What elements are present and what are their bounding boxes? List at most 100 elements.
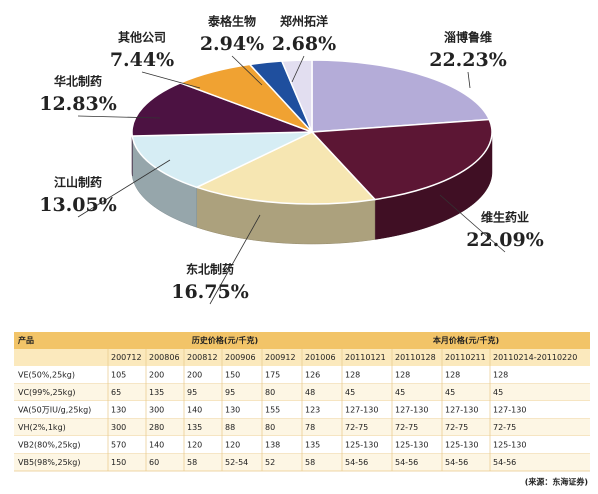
table-cell: 45	[395, 388, 405, 397]
table-cell: 127-130	[345, 405, 378, 414]
table: 产品 历史价格(元/千克) 本月价格(元/千克) 200712 200806 200812…	[14, 332, 590, 487]
table-cell: 54-56	[345, 458, 368, 467]
header-cell: 产品	[18, 335, 34, 345]
table-cell: 138	[265, 440, 280, 449]
date-cell: 20110128	[395, 353, 436, 362]
table-cell: 127-130	[395, 405, 428, 414]
table-cell: 300	[149, 405, 164, 414]
header-bg	[14, 332, 590, 349]
slice	[131, 82, 313, 137]
table-cell: 45	[345, 388, 355, 397]
slice-value-label: 16.75%	[171, 281, 249, 303]
source: (来源：东海证券)	[525, 477, 588, 487]
slice-name: 其他公司	[118, 30, 166, 45]
date-cell: 200712	[111, 353, 142, 362]
table-cell: 135	[187, 423, 202, 432]
header-cell: 历史价格(元/千克)	[192, 335, 258, 345]
table-cell: 150	[225, 370, 240, 379]
table-cell: 570	[111, 440, 126, 449]
table-cell: 150	[111, 458, 126, 467]
table-cell: 45	[493, 388, 503, 397]
slice-name: 华北制药	[54, 74, 102, 89]
leader-line	[77, 159, 171, 218]
table-cell: 95	[225, 388, 235, 397]
leader-line	[77, 115, 161, 119]
table-cell: 58	[305, 458, 315, 467]
slice-name: 淄博鲁维	[444, 30, 492, 45]
slice-value-label: 2.94%	[200, 33, 264, 55]
slice-value-label: 12.83%	[39, 93, 117, 115]
table-cell: 54-56	[445, 458, 468, 467]
table-cell: 45	[445, 388, 455, 397]
date-cell: 20110214-20110220	[493, 353, 577, 362]
table-cell: 125-130	[445, 440, 478, 449]
table-cell: 130	[225, 405, 240, 414]
table-cell: VE(50%,25kg)	[18, 370, 75, 379]
table-cell: 54-56	[493, 458, 516, 467]
slice-name: 东北制药	[186, 262, 234, 277]
table-cell: 65	[111, 388, 121, 397]
date-cell: 20110211	[445, 353, 486, 362]
table-cell: 88	[225, 423, 235, 432]
table-cell: 300	[111, 423, 126, 432]
table-cell: 128	[345, 370, 360, 379]
date-cell: 200812	[187, 353, 218, 362]
date-cell: 200912	[265, 353, 296, 362]
table-cell: 200	[187, 370, 202, 379]
leader-line	[231, 55, 263, 86]
table-cell: 60	[149, 458, 159, 467]
table-cell: 126	[305, 370, 320, 379]
table-cell: VB5(98%,25kg)	[18, 458, 81, 467]
leader-line	[209, 214, 261, 305]
table-cell: 120	[187, 440, 202, 449]
slice-value-label: 22.23%	[429, 49, 507, 71]
table-cell: 175	[265, 370, 280, 379]
table-cell: 80	[265, 423, 275, 432]
table-cell: 140	[187, 405, 202, 414]
table-cell: 54-56	[395, 458, 418, 467]
table-cell: 125-130	[493, 440, 526, 449]
table-cell: 72-75	[395, 423, 418, 432]
table-cell: 128	[395, 370, 410, 379]
leader-line	[291, 55, 305, 83]
pie-chart: 淄博鲁维 22.23% 维生药业 22.09% 东北制药 16.75% 江山制药 13.05%…	[39, 14, 544, 305]
slice-name: 维生药业	[481, 210, 529, 225]
table-cell: 127-130	[445, 405, 478, 414]
table-cell: 105	[111, 370, 126, 379]
table-cell: 72-75	[493, 423, 516, 432]
table-cell: 95	[187, 388, 197, 397]
table-cell: 123	[305, 405, 320, 414]
table-cell: 48	[305, 388, 315, 397]
slice	[131, 131, 313, 189]
slice	[311, 59, 491, 133]
table-cell: 128	[445, 370, 460, 379]
table-cell: 127-130	[493, 405, 526, 414]
table-cell: 280	[149, 423, 164, 432]
table-cell: 135	[305, 440, 320, 449]
table-cell: VB2(80%,25kg)	[18, 440, 81, 449]
table-cell: 128	[493, 370, 508, 379]
table-cell: 72-75	[345, 423, 368, 432]
table-cell: 120	[225, 440, 240, 449]
slice	[280, 59, 313, 133]
slice-name: 泰格生物	[207, 14, 256, 29]
table-cell: 52-54	[225, 458, 248, 467]
slice-value-label: 2.68%	[272, 33, 336, 55]
date-cell: 20110121	[345, 353, 386, 362]
table-cell: VA(50万IU/g,25kg)	[18, 405, 91, 414]
leader-line	[439, 194, 506, 253]
table-cell: 125-130	[345, 440, 378, 449]
date-cell: 200906	[225, 353, 256, 362]
table-cell: 200	[149, 370, 164, 379]
table-cell: 135	[149, 388, 164, 397]
table-cell: 155	[265, 405, 280, 414]
slice-name: 江山制药	[54, 175, 102, 190]
table-cell: 52	[265, 458, 275, 467]
table-cell: VH(2%,1kg)	[18, 423, 66, 432]
table-cell: 140	[149, 440, 164, 449]
table-cell: 78	[305, 423, 315, 432]
table-cell: 130	[111, 405, 126, 414]
table-cell: 125-130	[395, 440, 428, 449]
date-cell: 200806	[149, 353, 180, 362]
